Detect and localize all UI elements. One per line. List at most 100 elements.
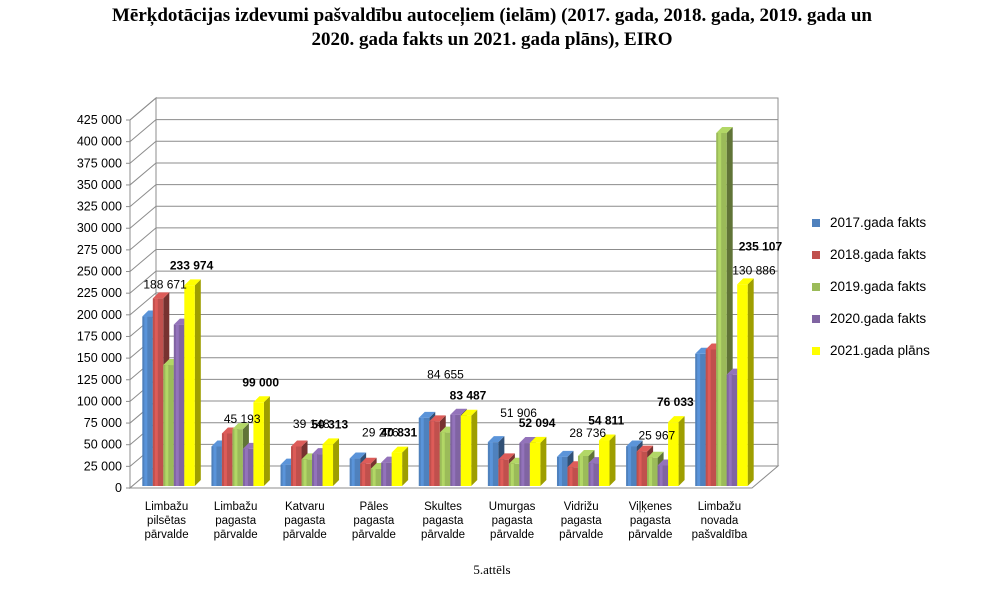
bar-front bbox=[716, 132, 727, 487]
gridline bbox=[129, 140, 778, 164]
bar-top bbox=[322, 438, 340, 445]
bar-highlight bbox=[569, 467, 573, 486]
bar-highlight bbox=[175, 324, 179, 486]
y-tick-label: 75 000 bbox=[84, 416, 122, 430]
bar-highlight bbox=[489, 442, 493, 486]
data-label: 29 276 bbox=[362, 426, 399, 440]
gridline bbox=[129, 249, 778, 272]
bar-highlight bbox=[558, 456, 562, 486]
bar-front bbox=[312, 454, 323, 486]
legend-swatch bbox=[812, 219, 820, 227]
data-label: 28 736 bbox=[569, 426, 606, 440]
bar-top bbox=[152, 292, 170, 299]
legend-item: 2020.gada fakts bbox=[812, 311, 926, 326]
data-label: 45 193 bbox=[224, 412, 261, 426]
bar-front bbox=[280, 464, 292, 486]
y-tick-label: 0 bbox=[115, 481, 122, 495]
bar-highlight bbox=[186, 285, 190, 486]
x-category-label: pārvalde bbox=[559, 529, 603, 541]
bar bbox=[322, 438, 340, 486]
bar-highlight bbox=[579, 455, 583, 486]
legend-item: 2021.gada plāns bbox=[812, 343, 930, 358]
bar-highlight bbox=[628, 446, 632, 486]
bar-front bbox=[211, 446, 222, 486]
x-axis-category-labels: Limbažu pilsētas pārvalde Limbažu pagasta pār… bbox=[144, 501, 747, 541]
bar-front bbox=[695, 353, 706, 486]
data-label: 51 906 bbox=[500, 406, 537, 420]
data-label: 99 000 bbox=[242, 375, 279, 389]
data-label: 233 974 bbox=[170, 258, 214, 272]
bar bbox=[598, 434, 616, 486]
y-tick-label: 425 000 bbox=[77, 113, 122, 127]
chart-title: Mērķdotācijas izdevumi pašvaldību autoce… bbox=[0, 4, 984, 52]
y-tick-label: 250 000 bbox=[77, 265, 122, 279]
bar-highlight bbox=[739, 284, 743, 486]
y-tick-label: 275 000 bbox=[77, 243, 122, 257]
x-category-label: pagasta bbox=[423, 515, 465, 527]
data-label: 235 107 bbox=[739, 239, 783, 253]
bar-front bbox=[142, 316, 153, 486]
bar-highlight bbox=[718, 132, 722, 487]
y-tick-label: 375 000 bbox=[77, 156, 122, 170]
bar-front bbox=[519, 443, 530, 486]
x-category-label: Vidrižu bbox=[564, 501, 599, 513]
legend-label: 2018.gada fakts bbox=[830, 247, 926, 262]
bar-top bbox=[291, 440, 308, 447]
bar-front bbox=[360, 463, 371, 486]
bar-front bbox=[370, 468, 382, 486]
bar-highlight bbox=[420, 417, 424, 486]
legend-label: 2019.gada fakts bbox=[830, 279, 926, 294]
bar-front bbox=[577, 455, 589, 486]
x-category-label: Limbažu bbox=[145, 501, 188, 513]
bar-highlight bbox=[600, 440, 604, 486]
bar-front bbox=[626, 446, 637, 486]
y-tick-label: 175 000 bbox=[77, 329, 122, 343]
legend-swatch bbox=[812, 251, 820, 259]
bar-front bbox=[598, 440, 610, 486]
bar-front bbox=[184, 285, 195, 486]
bar-top bbox=[184, 279, 201, 286]
bar-top bbox=[487, 436, 505, 443]
legend-item: 2017.gada fakts bbox=[812, 215, 926, 230]
y-tick-label: 25 000 bbox=[84, 459, 122, 473]
data-label: 76 033 bbox=[657, 395, 694, 409]
gridline bbox=[129, 270, 778, 294]
bar-front bbox=[498, 459, 509, 486]
x-category-label: pārvalde bbox=[352, 529, 396, 541]
data-label: 54 811 bbox=[588, 414, 624, 428]
bar-front bbox=[301, 459, 313, 486]
bar-highlight bbox=[649, 457, 653, 486]
bar-front bbox=[668, 422, 679, 486]
x-category-label: Limbažu bbox=[214, 501, 257, 513]
bar-highlight bbox=[590, 463, 594, 486]
bar-front bbox=[450, 414, 461, 486]
data-label: 50 313 bbox=[311, 417, 348, 431]
bar-top bbox=[598, 434, 616, 441]
bar-highlight bbox=[531, 442, 535, 486]
bar-top bbox=[529, 436, 547, 443]
bar-top bbox=[360, 457, 377, 464]
bar-highlight bbox=[362, 463, 366, 486]
bar-top bbox=[460, 409, 478, 416]
x-category-label: Viļķenes bbox=[629, 501, 673, 513]
bar-highlight bbox=[521, 443, 525, 486]
bar-top bbox=[577, 449, 595, 456]
x-category-label: pārvalde bbox=[283, 529, 327, 541]
gridline bbox=[129, 119, 778, 143]
bar-top bbox=[418, 411, 436, 418]
y-tick-label: 100 000 bbox=[77, 394, 122, 408]
data-label: 52 094 bbox=[519, 416, 556, 430]
bar bbox=[668, 416, 685, 486]
bar-front bbox=[291, 446, 302, 486]
bar-top bbox=[253, 396, 270, 403]
bar-front bbox=[529, 442, 541, 486]
y-axis-ticks: 0 25 000 50 000 75 000 100 000 125 000 150 000… bbox=[77, 113, 752, 495]
data-label: 84 655 bbox=[427, 368, 464, 382]
bar-front bbox=[242, 448, 254, 486]
bar-front bbox=[567, 467, 578, 486]
bar-side bbox=[263, 396, 270, 486]
y-tick-label: 200 000 bbox=[77, 308, 122, 322]
bar-front bbox=[391, 452, 403, 486]
bar-front bbox=[381, 462, 392, 486]
